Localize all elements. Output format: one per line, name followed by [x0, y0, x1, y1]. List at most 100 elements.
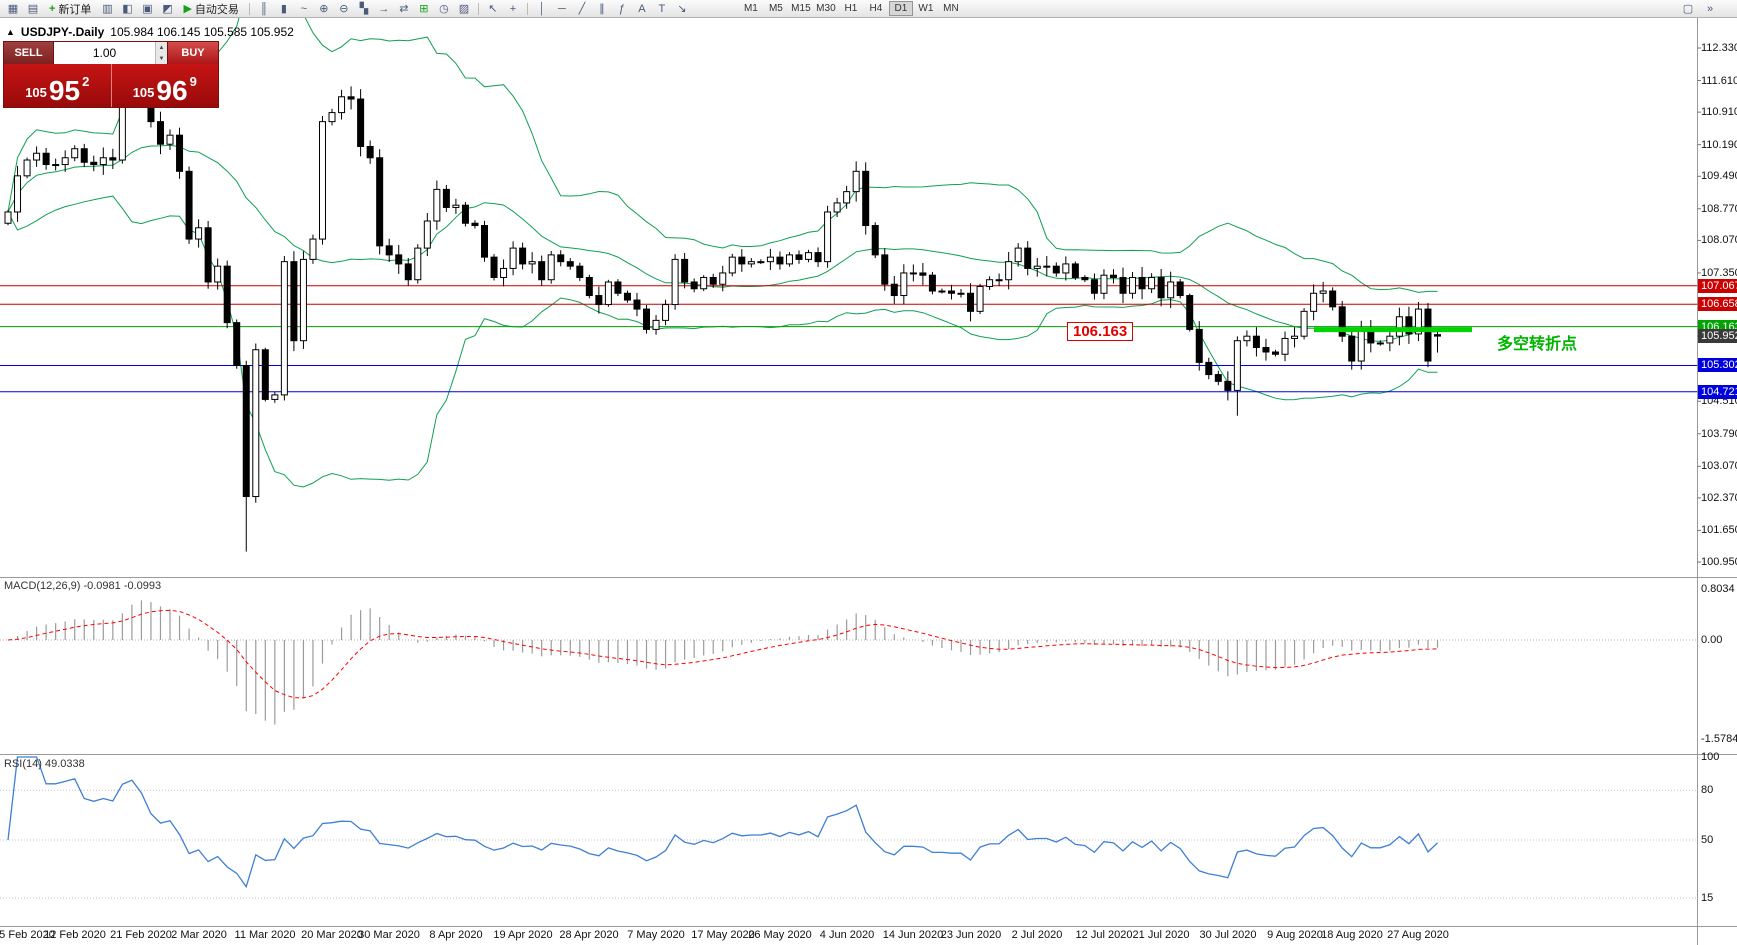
- candle-body: [1090, 279, 1098, 294]
- indicators-icon[interactable]: ⊞: [419, 3, 429, 15]
- timeframe-h1-button[interactable]: H1: [844, 3, 858, 14]
- candle-body: [1014, 247, 1022, 263]
- candle-body: [376, 157, 384, 247]
- trendline-icon[interactable]: ╱: [578, 3, 586, 15]
- candle-body: [452, 204, 460, 208]
- timeframe-h4-button[interactable]: H4: [869, 3, 883, 14]
- timeframe-m5-button[interactable]: M5: [768, 3, 783, 14]
- timeframe-m1-button[interactable]: M1: [743, 3, 758, 14]
- candle-body: [1033, 265, 1041, 269]
- one-click-collapse-icon[interactable]: ▲: [6, 27, 15, 37]
- candle-body: [643, 308, 651, 330]
- terminal-icon[interactable]: ▣: [142, 3, 153, 15]
- price-text-annotation[interactable]: 106.163: [1067, 322, 1134, 341]
- candle-body: [509, 247, 517, 269]
- channel-icon[interactable]: ∥: [599, 3, 605, 15]
- crosshair-icon[interactable]: +: [509, 2, 517, 15]
- rsi-axis-tick: 50: [1701, 834, 1714, 846]
- periods-icon[interactable]: ◷: [439, 3, 449, 15]
- time-axis[interactable]: 5 Feb 2020 12 Feb 2020 21 Feb 2020 2 Mar 20…: [0, 928, 1697, 945]
- candle-body: [71, 148, 79, 159]
- text-icon[interactable]: A: [638, 2, 646, 15]
- timeframe-m30-button[interactable]: M30: [816, 3, 836, 14]
- candle-body: [814, 252, 822, 263]
- label-icon[interactable]: T: [658, 2, 666, 15]
- bars-chart-icon[interactable]: ║: [260, 2, 268, 15]
- bollinger-upper-band[interactable]: [7, 0, 1438, 293]
- candle-body: [1262, 346, 1270, 353]
- price-badge: 107.067: [1698, 278, 1737, 293]
- templates-icon[interactable]: ▨: [458, 3, 470, 15]
- candle-body: [1176, 281, 1184, 297]
- candle-body: [652, 319, 660, 330]
- window-list-icon[interactable]: ▢: [1682, 3, 1694, 15]
- sell-price[interactable]: 105 95 2: [4, 64, 112, 107]
- profiles-icon[interactable]: ▤: [27, 3, 39, 15]
- autotrading-button[interactable]: ▶ 自动交易: [178, 1, 243, 16]
- chart-shift-icon[interactable]: ⇄: [399, 3, 409, 15]
- bollinger-lower-band[interactable]: [7, 195, 1438, 488]
- timeframe-mn-button[interactable]: MN: [943, 3, 959, 14]
- date-label: 12 Jul 2020: [1075, 929, 1133, 941]
- bollinger-middle-band[interactable]: [7, 144, 1438, 342]
- candle-body: [795, 254, 803, 260]
- candle-body: [1338, 306, 1346, 337]
- volume-field[interactable]: 1.00 ▲ ▼: [54, 42, 168, 64]
- candle-body: [1214, 374, 1222, 382]
- candle-body: [671, 258, 679, 306]
- sell-price-whole: 105: [25, 85, 47, 100]
- candle-body: [928, 274, 936, 292]
- zoom-out-icon[interactable]: ⊖: [339, 3, 349, 15]
- zoom-in-icon[interactable]: ⊕: [319, 3, 329, 15]
- auto-scroll-icon[interactable]: →: [378, 2, 390, 15]
- arrows-icon[interactable]: ↘: [677, 3, 687, 15]
- candle-body: [338, 96, 346, 114]
- buy-price[interactable]: 105 96 9: [112, 64, 219, 107]
- horizontal-line-icon[interactable]: ─: [558, 2, 566, 15]
- candle-body: [4, 211, 12, 224]
- candles-chart-icon[interactable]: ▮: [280, 3, 287, 15]
- candle-body: [185, 170, 193, 240]
- new-chart-icon[interactable]: ▦: [7, 3, 19, 15]
- candle-body: [1376, 342, 1384, 345]
- macd-indicator-label: MACD(12,26,9) -0.0981 -0.0993: [4, 580, 162, 592]
- candle-body: [614, 281, 622, 294]
- line-chart-icon[interactable]: ~: [300, 2, 308, 15]
- price-axis[interactable]: 112.330 111.610 110.910 110.190 109.490 108.7…: [1698, 18, 1737, 945]
- date-label: 4 Jun 2020: [819, 929, 875, 941]
- candle-body: [700, 276, 708, 290]
- cursor-icon[interactable]: ↖: [488, 3, 498, 15]
- candle-body: [166, 134, 174, 145]
- buy-button[interactable]: BUY: [168, 42, 218, 64]
- more-tools-icon[interactable]: »: [1706, 2, 1714, 15]
- volume-decrease-button[interactable]: ▼: [155, 53, 167, 64]
- candle-body: [728, 256, 736, 274]
- vertical-line-icon[interactable]: │: [538, 2, 546, 15]
- toolbar-separator: [526, 2, 528, 15]
- candle-body: [1109, 274, 1117, 278]
- candle-body: [1024, 247, 1032, 269]
- timeframe-d1-button[interactable]: D1: [888, 1, 913, 16]
- volume-increase-button[interactable]: ▲: [155, 42, 167, 53]
- candle-body: [204, 227, 212, 283]
- timeframe-w1-button[interactable]: W1: [918, 3, 934, 14]
- candle-body: [528, 261, 536, 265]
- fibonacci-icon[interactable]: ƒ: [618, 2, 625, 15]
- rsi-axis-tick: 15: [1701, 892, 1714, 905]
- strategy-tester-icon[interactable]: ◩: [162, 3, 173, 15]
- navigator-icon[interactable]: ◧: [122, 3, 133, 15]
- market-watch-icon[interactable]: ▥: [102, 3, 113, 15]
- candle-body: [309, 238, 317, 260]
- symbol-period-label: USDJPY-.Daily: [20, 25, 105, 39]
- candle-body: [947, 290, 955, 294]
- candle-body: [223, 265, 231, 324]
- sell-button[interactable]: SELL: [4, 42, 54, 64]
- new-order-button[interactable]: + 新订单: [44, 1, 96, 16]
- tile-windows-icon[interactable]: ▚: [359, 3, 369, 15]
- timeframe-m15-button[interactable]: M15: [791, 3, 811, 14]
- date-label: 14 Jun 2020: [882, 929, 944, 941]
- date-label: 28 Apr 2020: [559, 929, 619, 941]
- turning-point-annotation[interactable]: 多空转折点: [1497, 336, 1578, 353]
